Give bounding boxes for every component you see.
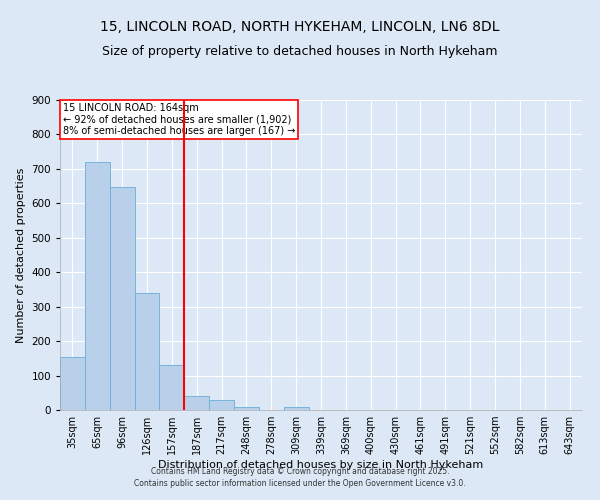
- Bar: [134, 293, 160, 410]
- Bar: [110, 187, 134, 410]
- Text: Contains HM Land Registry data © Crown copyright and database right 2025.
Contai: Contains HM Land Registry data © Crown c…: [134, 466, 466, 487]
- Bar: [234, 406, 259, 410]
- Bar: [85, 162, 110, 410]
- Bar: [209, 400, 234, 410]
- Text: Size of property relative to detached houses in North Hykeham: Size of property relative to detached ho…: [102, 45, 498, 58]
- Bar: [60, 356, 85, 410]
- X-axis label: Distribution of detached houses by size in North Hykeham: Distribution of detached houses by size …: [158, 460, 484, 470]
- Y-axis label: Number of detached properties: Number of detached properties: [16, 168, 26, 342]
- Text: 15 LINCOLN ROAD: 164sqm
← 92% of detached houses are smaller (1,902)
8% of semi-: 15 LINCOLN ROAD: 164sqm ← 92% of detache…: [62, 103, 295, 136]
- Bar: [184, 396, 209, 410]
- Bar: [160, 365, 184, 410]
- Bar: [284, 406, 308, 410]
- Text: 15, LINCOLN ROAD, NORTH HYKEHAM, LINCOLN, LN6 8DL: 15, LINCOLN ROAD, NORTH HYKEHAM, LINCOLN…: [100, 20, 500, 34]
